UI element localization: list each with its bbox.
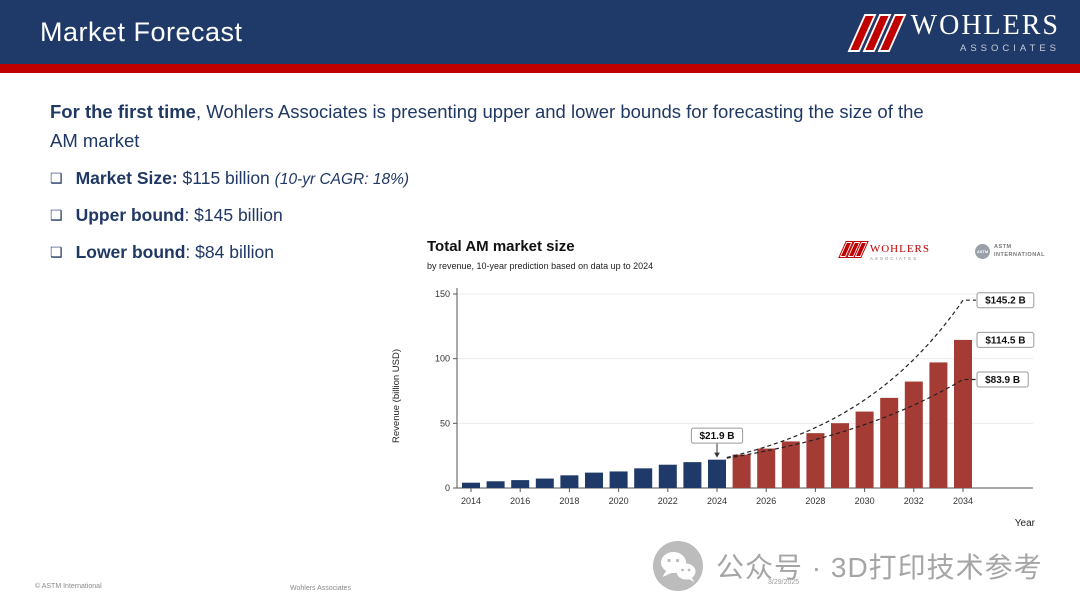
bullet-value: : $84 billion [185, 242, 274, 262]
annotation-box [690, 427, 744, 444]
chart-subtitle: by revenue, 10-year prediction based on … [427, 261, 654, 271]
annotation-label: $83.9 B [985, 375, 1020, 386]
bar-2031 [880, 397, 899, 488]
upper-bound-line [726, 299, 976, 458]
wohlers-slashes-icon [847, 14, 907, 52]
y-tick-label: 100 [435, 354, 450, 364]
bullet-label: Market Size: [75, 168, 178, 188]
bar-2021 [634, 468, 653, 488]
lower-bound-line [726, 378, 976, 459]
annotation-box [976, 292, 1035, 309]
square-bullet-icon: ❑ [50, 207, 63, 223]
am-market-chart: Total AM market size by revenue, 10-year… [385, 234, 1060, 540]
bar-2028 [806, 433, 825, 488]
x-tick-label: 2020 [609, 496, 629, 506]
intro-rest: , Wohlers Associates is presenting upper… [50, 101, 924, 151]
page-title: Market Forecast [40, 17, 243, 47]
x-tick-label: 2026 [756, 496, 776, 506]
annotation-arrowhead [714, 452, 720, 458]
y-tick-label: 0 [445, 483, 450, 493]
astm-logo-text: ASTM INTERNATIONAL [994, 244, 1046, 258]
intro-bold: For the first time [50, 101, 196, 122]
bar-2027 [781, 441, 800, 488]
footer-date: 3/29/2025 [768, 579, 800, 586]
bar-chart-plot: 0 50 100 150 2014 2016 2018 2020 2022 2024 2026 202… [391, 288, 1036, 529]
bar-2034 [954, 339, 972, 488]
x-tick-label: 2024 [707, 496, 727, 506]
bar-2018 [560, 475, 579, 488]
square-bullet-icon: ❑ [50, 244, 63, 260]
x-axis-title: Year [1015, 518, 1036, 529]
wohlers-logo-text: WOHLERS ASSOCIATES [910, 10, 1060, 55]
bar-2020 [609, 471, 628, 488]
intro-text: For the first time, Wohlers Associates i… [50, 98, 1050, 155]
bar-2025 [732, 454, 751, 488]
bar-2023 [683, 462, 702, 488]
bar-2019 [585, 472, 603, 488]
x-tick-label: 2032 [904, 496, 924, 506]
bar-2016 [511, 480, 530, 488]
bullet-label: Upper bound [75, 205, 185, 225]
annotation-box [976, 331, 1035, 348]
bar-2024 [708, 459, 726, 488]
watermark-text: 公众号 · 3D打印技术参考 [716, 552, 1043, 583]
astm-circle-icon: ASTM [975, 244, 990, 259]
bar-2033 [929, 362, 948, 488]
accent-bar [0, 64, 1080, 73]
footer-copyright: © ASTM International [35, 583, 102, 590]
square-bullet-icon: ❑ [50, 170, 63, 186]
wohlers-mini-logo: WOHLERS ASSOCIATES [837, 241, 930, 262]
bullet-lower-bound: ❑ Lower bound: $84 billion [50, 242, 409, 263]
x-tick-label: 2014 [461, 496, 481, 506]
x-tick-label: 2030 [855, 496, 875, 506]
astm-mini-logo: ASTM ASTM INTERNATIONAL [975, 244, 1052, 259]
bullet-label: Lower bound [75, 242, 186, 262]
wechat-icon [653, 541, 703, 591]
watermark: 公众号 · 3D打印技术参考 [652, 540, 1043, 592]
bullet-value: : $145 billion [184, 205, 283, 225]
y-tick-label: 150 [435, 289, 450, 299]
x-tick-label: 2016 [510, 496, 530, 506]
wohlers-brand: WOHLERS [910, 10, 1060, 41]
wohlers-brand-sub: ASSOCIATES [959, 43, 1060, 54]
x-tick-label: 2018 [559, 496, 579, 506]
bar-2015 [486, 481, 505, 488]
bar-2032 [904, 381, 923, 488]
wohlers-mini-brand: WOHLERS [869, 242, 930, 255]
x-tick-label: 2028 [805, 496, 825, 506]
bullet-market-size: ❑ Market Size: $115 billion (10-yr CAGR: … [50, 168, 409, 189]
annotation-label: $145.2 B [985, 296, 1026, 307]
footer-company: Wohlers Associates [290, 585, 351, 592]
annotation-label: $21.9 B [699, 431, 734, 442]
bar-2026 [757, 448, 776, 488]
annotation-box [976, 371, 1029, 388]
bar-2030 [855, 411, 874, 488]
wohlers-mini-slashes-icon [837, 241, 870, 262]
x-tick-label: 2022 [658, 496, 678, 506]
bar-2017 [535, 478, 554, 488]
bar-2014 [462, 482, 480, 488]
chart-title: Total AM market size [427, 238, 575, 255]
bullet-list: ❑ Market Size: $115 billion (10-yr CAGR: … [50, 168, 409, 279]
y-axis-title: Revenue (billion USD) [391, 349, 402, 443]
wohlers-logo: WOHLERS ASSOCIATES [847, 10, 1060, 55]
annotation-label: $114.5 B [985, 335, 1025, 346]
bullet-value: $115 billion [177, 168, 275, 188]
bullet-upper-bound: ❑ Upper bound: $145 billion [50, 205, 409, 226]
bar-2029 [831, 423, 849, 488]
bar-2022 [658, 464, 677, 488]
bullet-note: (10-yr CAGR: 18%) [274, 171, 410, 188]
wohlers-mini-sub: ASSOCIATES [869, 255, 919, 261]
x-tick-label: 2034 [953, 496, 973, 506]
y-tick-label: 50 [440, 418, 450, 428]
header-bar: Market Forecast WOHLERS ASSOCIATES [0, 0, 1080, 64]
